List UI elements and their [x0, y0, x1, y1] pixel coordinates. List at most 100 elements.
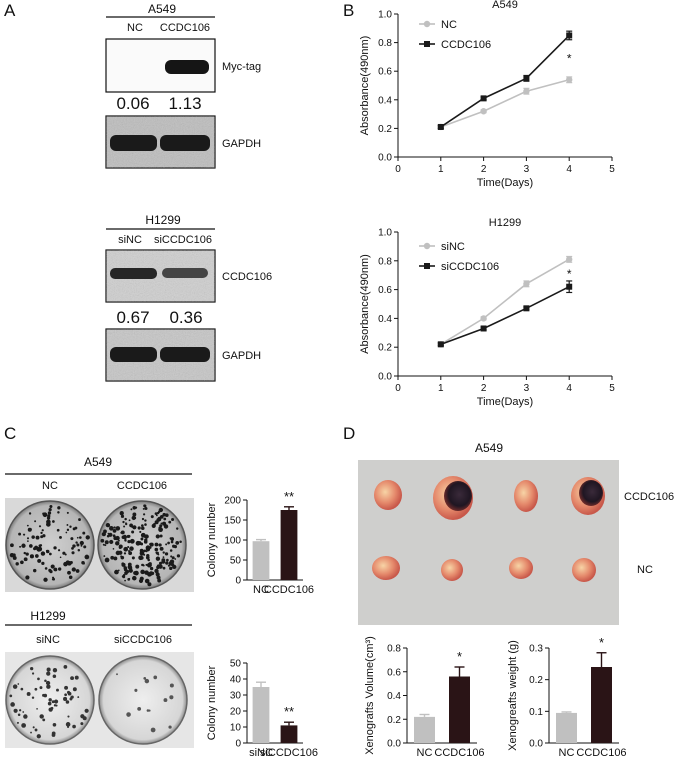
colony-dot [147, 582, 152, 587]
series-line-1 [440, 258, 570, 346]
colony-dot [72, 724, 76, 729]
y-tick-label: 0.3 [529, 644, 543, 655]
colony-dot [74, 675, 79, 680]
colony-dot [121, 535, 126, 539]
colony-dot [64, 553, 67, 556]
colony-dot [171, 518, 175, 522]
series-line-2 [440, 286, 570, 346]
colony-dot [29, 528, 32, 531]
x-axis-label: Time(Days) [477, 177, 533, 189]
colony-dot [36, 707, 38, 710]
colony-dot [66, 524, 69, 526]
colony-dot [43, 693, 48, 698]
significance-mark: * [567, 267, 572, 281]
y-tick-label: 0 [235, 739, 241, 750]
colony-dot [83, 545, 87, 549]
colony-dot [103, 555, 106, 557]
colony-dot [67, 715, 70, 718]
colony-dot [141, 526, 145, 530]
colony-dot [25, 552, 29, 556]
x-tick-label: 3 [524, 164, 530, 175]
colony-a-cell-line: A549 [84, 455, 112, 469]
colony-dot [137, 541, 142, 546]
colony-dot [131, 556, 135, 560]
colony-dot [169, 566, 173, 570]
colony-dot [42, 718, 46, 722]
colony-dot [50, 706, 54, 710]
y-tick-label: 20 [230, 707, 242, 718]
colony-dot [63, 664, 68, 669]
colony-dot [69, 561, 73, 564]
colony-dot [75, 569, 80, 573]
y-tick-label: 0.2 [529, 675, 543, 686]
y-tick-label: 0.4 [387, 691, 401, 702]
colony-dot [133, 512, 136, 515]
colony-dot [171, 556, 175, 560]
colony-dot [102, 543, 105, 546]
bar-1 [414, 716, 435, 743]
colony-dot [144, 578, 150, 584]
colony-dot [144, 538, 148, 542]
colony-dot [34, 687, 38, 691]
colony-dot [167, 541, 170, 545]
colony-dot [149, 542, 153, 546]
colony-dot [62, 551, 66, 555]
colony-dot [150, 727, 156, 733]
series-line-1 [440, 79, 570, 128]
colony-dot [59, 556, 62, 559]
colony-a-lane-2: CCDC106 [117, 480, 167, 492]
colony-dot [146, 709, 150, 712]
colony-dot [38, 525, 42, 528]
colony-dot [16, 721, 19, 724]
colony-dot [85, 535, 90, 540]
colony-dot [41, 529, 44, 532]
colony-dot [159, 546, 164, 551]
colony-dot [158, 543, 162, 547]
chart-title: A549 [492, 0, 518, 11]
colony-dot [154, 512, 158, 515]
colony-dot [84, 554, 90, 560]
colony-dot [21, 543, 26, 548]
colony-dot [12, 684, 18, 689]
colony-dot [29, 554, 34, 559]
colony-dot [52, 668, 58, 673]
colony-dot [66, 528, 70, 532]
colony-dot [141, 517, 145, 521]
category-label: CCDC106 [434, 747, 484, 759]
colony-dot [34, 520, 37, 523]
colony-dot [115, 541, 120, 546]
colony-dot [149, 566, 154, 571]
colony-dot [115, 526, 121, 531]
colony-dot [57, 567, 62, 571]
legend-marker [424, 41, 430, 47]
y-tick-label: 0.6 [387, 667, 401, 678]
colony-dot [143, 553, 146, 556]
x-axis-label: Time(Days) [477, 396, 533, 408]
x-tick-label: 5 [609, 164, 615, 175]
colony-dot [113, 536, 118, 541]
legend-marker [423, 242, 431, 250]
colony-dot [120, 555, 125, 560]
xeno-cell-line: A549 [475, 441, 503, 455]
colony-dot [82, 531, 86, 535]
colony-dot [170, 562, 173, 565]
colony-dot [64, 685, 69, 690]
y-axis-label: Xenografts Volume(cm³) [364, 636, 376, 755]
xenograft-weight-chart: 0.0 0.1 0.2 0.3 NC CCDC106 * Xenogreafts weight… [507, 635, 627, 759]
x-tick-label: 4 [566, 164, 572, 175]
colony-dot [148, 572, 152, 577]
y-tick-label: 0.6 [378, 285, 392, 296]
colony-dot [17, 683, 20, 685]
y-tick-label: 50 [230, 556, 242, 567]
colony-dot [32, 726, 35, 729]
colony-dot [109, 539, 114, 545]
category-label: NC [417, 747, 433, 759]
significance-mark: * [599, 635, 604, 650]
colony-dot [127, 539, 131, 544]
colony-dot [155, 521, 157, 524]
colony-dot [126, 534, 130, 538]
colony-dot [129, 546, 134, 551]
colony-dot [142, 564, 145, 567]
colony-dot [128, 551, 133, 556]
colony-dot [141, 524, 144, 527]
